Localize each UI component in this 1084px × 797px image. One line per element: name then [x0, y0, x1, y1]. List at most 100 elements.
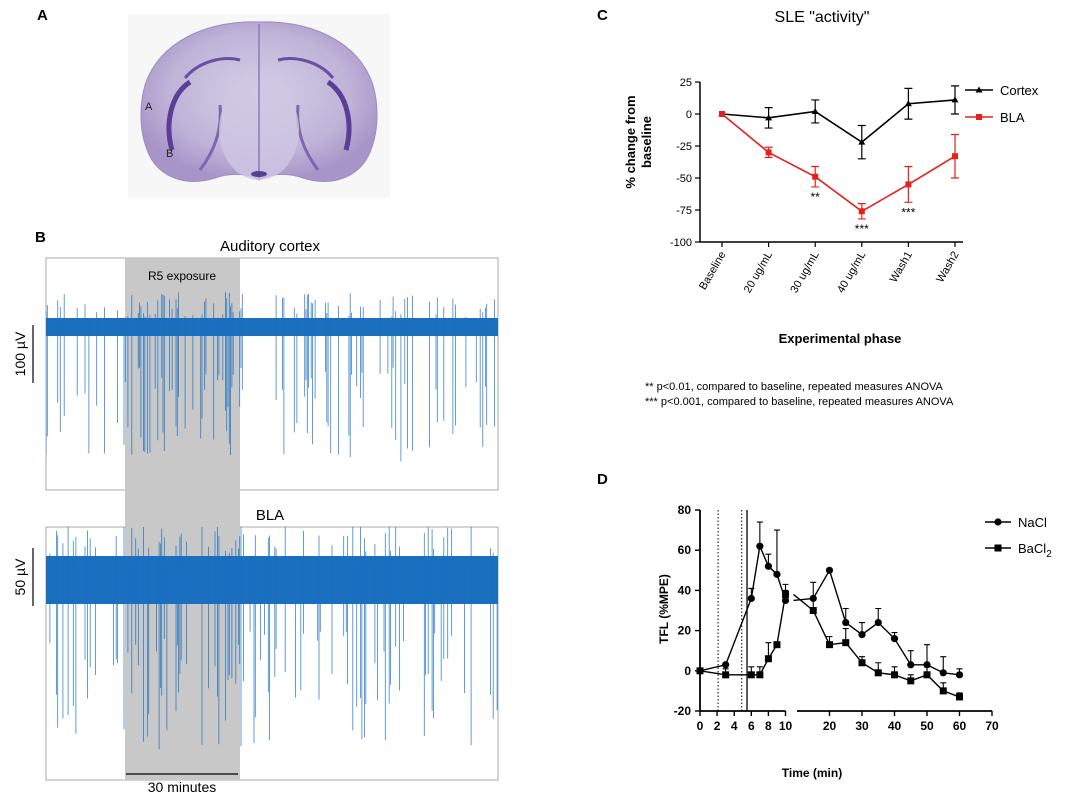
panel-label-c: C — [597, 7, 608, 24]
trace-title-auditory-cortex: Auditory cortex — [220, 238, 321, 255]
chart-c-point — [951, 96, 959, 103]
legend-d-bacl2-name: BaCl — [1018, 541, 1046, 556]
chart-c-significance: *** — [855, 222, 869, 236]
legend-d-bacl2-marker — [994, 544, 1002, 552]
chart-d-line-circle — [812, 568, 960, 676]
chart-c-ytick-label: -75 — [676, 205, 692, 217]
trace-band — [46, 318, 498, 336]
chart-d-point — [907, 661, 915, 669]
chart-c-point — [765, 114, 773, 121]
chart-c-point — [858, 208, 865, 215]
chart-d-xlabel: Time (min) — [782, 766, 842, 780]
chart-d-ytick-label: 0 — [684, 664, 691, 678]
chart-d-point — [764, 562, 773, 570]
chart-d-xtick-label: 40 — [888, 719, 902, 733]
chart-c-ytick-label: -50 — [676, 173, 692, 185]
slice-label-a: A — [145, 101, 153, 113]
chart-c-point — [765, 149, 772, 156]
scale-label-time: 30 minutes — [148, 779, 216, 795]
legend-c-cortex-marker — [975, 86, 983, 93]
chart-c-line-bla — [721, 113, 956, 213]
trace-bla — [46, 527, 498, 750]
scale-label-100uv: 100 µV — [12, 331, 28, 376]
chart-d-xtick-label: 4 — [731, 719, 738, 733]
legend-c-bla: BLA — [1000, 110, 1025, 125]
chart-c-point — [952, 153, 958, 160]
chart-c-ytick-label: 25 — [680, 77, 692, 89]
chart-d-xtick-label: 70 — [985, 719, 999, 733]
chart-d-xtick-label: 6 — [748, 719, 755, 733]
chart-d-point — [696, 667, 704, 675]
chart-d-ylabel: TFL (%MPE) — [657, 574, 671, 644]
chart-c-point — [905, 181, 912, 188]
chart-d-point — [842, 639, 850, 647]
chart-d-point — [923, 671, 931, 679]
trace-panel-2 — [45, 490, 499, 781]
chart-d-point — [773, 570, 781, 578]
chart-c-point — [904, 100, 912, 107]
legend-c-cortex: Cortex — [1000, 83, 1039, 98]
chart-d-point — [756, 542, 764, 550]
trace-band — [46, 556, 498, 604]
legend-d-bacl2-sub: 2 — [1046, 549, 1052, 560]
chart-c-point — [812, 173, 819, 180]
chart-d-point — [955, 671, 964, 679]
chart-d-xtick-label: 0 — [697, 719, 704, 733]
chart-d-point — [939, 687, 947, 695]
chart-d-ytick-label: 40 — [678, 583, 692, 597]
chart-c: 25 0 -25 -50 -75 -100 Baseline 20 ug/mL 30 ug/mL… — [670, 77, 993, 295]
chart-d-ytick-label: 20 — [678, 624, 692, 638]
chart-d-point — [764, 655, 772, 663]
chart-c-xtick-label: Wash1 — [888, 250, 915, 285]
chart-d-point — [747, 594, 755, 603]
chart-c-footnote-1: ** p<0.01, compared to baseline, repeate… — [645, 381, 944, 393]
chart-d-point — [956, 693, 963, 701]
chart-c-ytick-label: 0 — [686, 109, 692, 121]
chart-c-ylabel-line1: % change from — [623, 95, 638, 188]
chart-c-xlabel: Experimental phase — [779, 331, 902, 346]
brain-slice-image — [128, 14, 390, 198]
chart-c-xtick-label: Wash2 — [934, 250, 961, 285]
chart-d-point — [842, 618, 850, 627]
chart-d-point — [858, 659, 866, 667]
chart-d-xtick-label: 10 — [779, 719, 793, 733]
chart-c-ylabel-line2: baseline — [639, 116, 654, 168]
chart-c-xtick-label: 40 ug/mL — [835, 250, 868, 296]
chart-d-xtick-label: 2 — [714, 719, 721, 733]
chart-d-point — [722, 661, 730, 669]
chart-d-point — [825, 566, 834, 574]
chart-c-xtick-label: Baseline — [697, 250, 728, 293]
chart-d-errorbar — [756, 521, 763, 547]
exposure-shade-1 — [125, 258, 240, 490]
chart-c-ytick-label: -100 — [670, 237, 692, 249]
chart-d-point — [756, 671, 764, 679]
chart-d-xtick-label: 60 — [953, 719, 967, 733]
chart-d-point — [874, 669, 882, 677]
chart-d-line-square — [699, 594, 787, 676]
chart-c-ytick-label: -25 — [676, 141, 692, 153]
exposure-shade-2 — [125, 490, 240, 780]
chart-d-point — [907, 677, 915, 685]
chart-d-point — [826, 641, 833, 649]
legend-c-bla-marker — [976, 114, 982, 120]
panel-label-b: B — [35, 229, 46, 246]
legend-d-nacl: NaCl — [1018, 515, 1047, 530]
chart-c-point — [858, 138, 866, 145]
chart-d-point — [890, 635, 899, 643]
chart-c-point — [811, 107, 819, 114]
chart-d-line-square — [812, 610, 960, 698]
legend-d-bacl2: BaCl2 — [1018, 541, 1052, 560]
scale-label-50uv: 50 µV — [12, 558, 28, 596]
trace-spikes — [49, 527, 498, 750]
chart-d-point — [858, 631, 866, 639]
chart-d-ytick-label: 80 — [678, 503, 692, 517]
chart-c-significance: *** — [901, 205, 915, 219]
chart-c-title: SLE "activity" — [775, 9, 870, 26]
chart-c-line-cortex — [721, 99, 956, 144]
chart-d-xtick-label: 8 — [765, 719, 772, 733]
chart-d-xtick-label: 30 — [855, 719, 869, 733]
chart-d-xtick-label: 20 — [823, 719, 837, 733]
chart-d-ytick-label: 60 — [678, 543, 692, 557]
